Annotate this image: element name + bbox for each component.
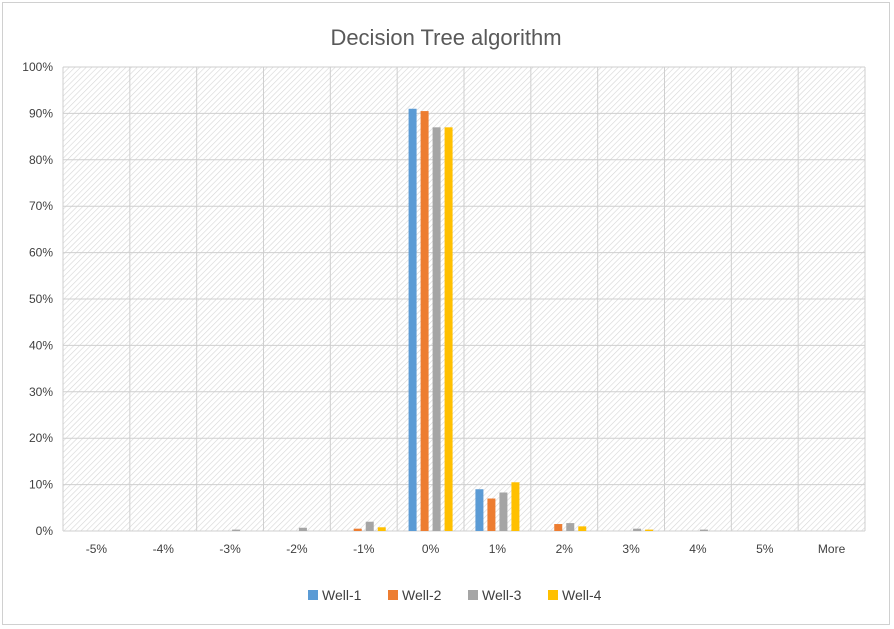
x-tick-label: 1% [489,542,507,556]
x-tick-label: -2% [286,542,308,556]
y-tick-label: 20% [29,431,53,445]
y-tick-label: 70% [29,199,53,213]
legend-swatch [308,590,318,600]
y-axis-tick-labels: 0% 10% 20% 30% 40% 50% 60% 70% 80% 90% 100% [22,60,53,538]
legend-swatch [548,590,558,600]
bar [232,529,241,531]
bars [232,108,708,531]
y-tick-label: 60% [29,246,53,260]
x-tick-label: 3% [622,542,640,556]
bar [499,492,508,531]
legend-label: Well-1 [322,587,362,603]
bar [699,529,708,531]
x-tick-label: -1% [353,542,375,556]
grid-lines [62,66,866,532]
legend-swatch [468,590,478,600]
bar [420,111,429,531]
bar [645,529,654,531]
bar [511,482,520,531]
x-tick-label: -5% [86,542,108,556]
legend-label: Well-3 [482,587,522,603]
bar [487,498,496,531]
y-tick-label: 30% [29,385,53,399]
y-tick-label: 40% [29,338,53,352]
bar [444,127,453,531]
bar [377,527,386,531]
bar [566,523,575,531]
bar [408,108,417,531]
x-tick-label: -4% [153,542,175,556]
bar [554,524,563,531]
x-axis-tick-labels: -5% -4% -3% -2% -1% 0% 1% 2% 3% 4% 5% More [86,542,846,556]
y-tick-label: 90% [29,106,53,120]
legend-swatch [388,590,398,600]
y-tick-label: 100% [22,60,53,74]
x-tick-label: 2% [556,542,574,556]
x-tick-label: 0% [422,542,440,556]
chart-title: Decision Tree algorithm [330,25,561,50]
bar [353,528,362,531]
bar [298,527,307,531]
y-tick-label: 10% [29,478,53,492]
legend-label: Well-2 [402,587,442,603]
bar [365,521,374,531]
x-tick-label: 4% [689,542,707,556]
y-tick-label: 50% [29,292,53,306]
x-tick-label: -3% [219,542,241,556]
legend: Well-1 Well-2 Well-3 Well-4 [308,587,602,603]
bar [475,489,484,531]
bar [432,127,441,531]
y-tick-label: 80% [29,153,53,167]
y-tick-label: 0% [36,524,54,538]
chart-svg: Decision Tree algorithm 0% 10% 20% 30% 40% 50… [22,25,866,603]
bar [633,528,642,531]
x-tick-label: 5% [756,542,774,556]
legend-label: Well-4 [562,587,602,603]
x-tick-label: More [818,542,846,556]
bar [578,526,587,531]
